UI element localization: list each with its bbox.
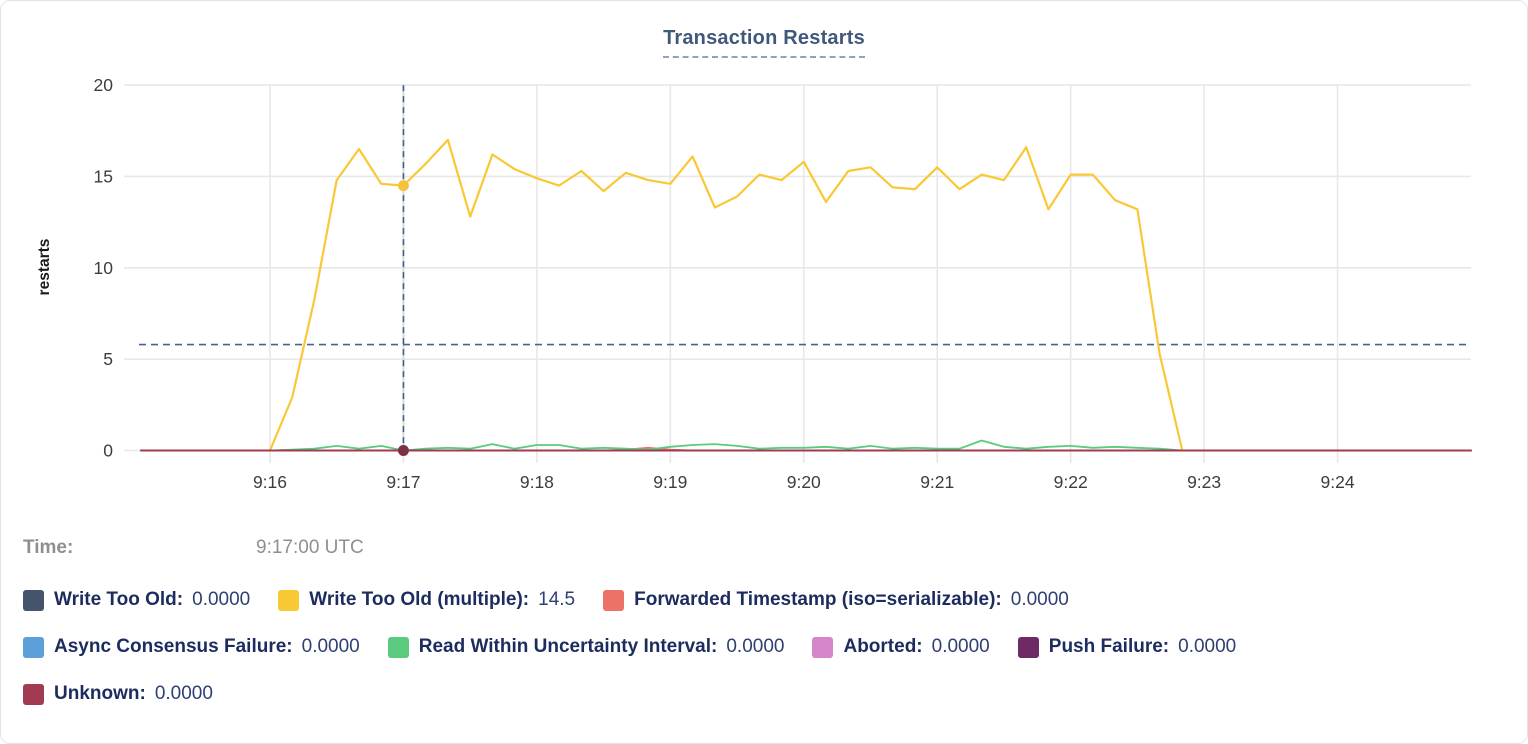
- legend-swatch-icon: [23, 589, 44, 611]
- x-tick-label: 9:16: [253, 472, 287, 492]
- legend-label: Unknown:: [54, 683, 146, 704]
- legend-value: 0.0000: [1178, 636, 1237, 657]
- tooltip-time-row: Time: 9:17:00 UTC: [23, 537, 723, 561]
- x-tick-label: 9:22: [1054, 472, 1088, 492]
- legend-item[interactable]: Write Too Old: 0.0000: [23, 588, 250, 612]
- crosshair-marker: [397, 445, 409, 456]
- legend-value: 0.0000: [726, 636, 785, 657]
- x-tick-label: 9:17: [386, 472, 420, 492]
- y-tick-label: 20: [94, 75, 114, 95]
- legend-value: 0.0000: [1010, 589, 1069, 610]
- legend-label: Aborted:: [843, 636, 923, 657]
- legend-label: Write Too Old (multiple):: [309, 589, 530, 610]
- legend-item[interactable]: Write Too Old (multiple): 14.5: [278, 588, 575, 612]
- series-line-write-too-old-multiple-: [268, 138, 1184, 452]
- legend-item[interactable]: Push Failure: 0.0000: [1017, 635, 1237, 659]
- legend-value: 0.0000: [192, 589, 251, 610]
- legend-swatch-icon: [278, 589, 300, 611]
- legend-label: Forwarded Timestamp (iso=serializable):: [634, 589, 1002, 610]
- legend-swatch-icon: [387, 636, 409, 658]
- legend-item[interactable]: Forwarded Timestamp (iso=serializable): 0…: [603, 588, 1069, 612]
- series-line-read-within-uncertainty-interval: [269, 439, 1183, 452]
- y-tick-label: 15: [94, 166, 113, 186]
- legend-swatch-icon: [1017, 636, 1039, 658]
- tooltip-time-value: 9:17:00 UTC: [256, 537, 364, 558]
- legend-item[interactable]: Async Consensus Failure: 0.0000: [23, 635, 360, 659]
- legend-item[interactable]: Aborted: 0.0000: [812, 635, 990, 659]
- y-tick-label: 5: [103, 349, 113, 369]
- legend-swatch-icon: [23, 636, 44, 658]
- legend-label: Push Failure:: [1048, 636, 1170, 657]
- x-tick-label: 9:23: [1187, 472, 1221, 492]
- legend-row: Unknown: 0.0000: [23, 682, 1513, 706]
- legend-item[interactable]: Read Within Uncertainty Interval: 0.0000: [387, 635, 785, 659]
- legend-value: 0.0000: [154, 683, 213, 704]
- legend-value: 0.0000: [931, 636, 990, 657]
- legend-label: Async Consensus Failure:: [54, 636, 293, 657]
- x-tick-label: 9:21: [920, 472, 954, 492]
- tooltip-time-label: Time:: [23, 537, 74, 558]
- x-tick-label: 9:18: [520, 472, 554, 492]
- legend-swatch-icon: [23, 683, 44, 705]
- y-tick-label: 10: [94, 258, 114, 278]
- legend-row: Async Consensus Failure: 0.0000 Read Withi…: [23, 635, 1513, 659]
- legend-row: Write Too Old: 0.0000 Write Too Old (multi…: [23, 588, 1513, 612]
- y-tick-label: 0: [103, 441, 113, 461]
- x-tick-label: 9:19: [653, 472, 687, 492]
- legend-swatch-icon: [812, 636, 834, 658]
- y-axis-label: restarts: [36, 239, 53, 296]
- legend-value: 14.5: [538, 589, 576, 610]
- legend-value: 0.0000: [301, 636, 360, 657]
- chart-title: Transaction Restarts: [663, 27, 865, 58]
- chart-title-wrap: Transaction Restarts: [1, 27, 1527, 58]
- chart-svg[interactable]: 0 5 10 15 20 9:16 9:17 9:18 9:19 9:20 9:21 9:22 9:23…: [1, 1, 1528, 506]
- legend-swatch-icon: [603, 589, 625, 611]
- legend-item[interactable]: Unknown: 0.0000: [23, 682, 213, 706]
- x-tick-label: 9:20: [787, 472, 821, 492]
- legend-label: Write Too Old:: [54, 589, 184, 610]
- x-tick-label: 9:24: [1321, 472, 1355, 492]
- legend: Write Too Old: 0.0000 Write Too Old (multi…: [23, 588, 1513, 729]
- crosshair-marker: [397, 180, 409, 192]
- legend-label: Read Within Uncertainty Interval:: [418, 636, 718, 657]
